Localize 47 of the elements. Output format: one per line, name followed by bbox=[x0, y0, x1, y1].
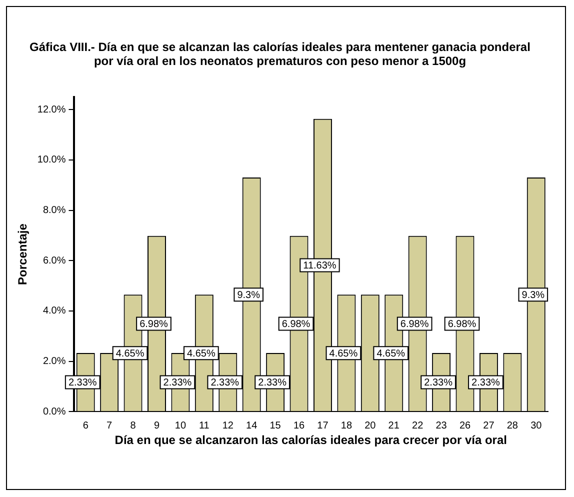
y-tick-label: 0.0% bbox=[42, 406, 66, 418]
y-tick-label: 6.0% bbox=[42, 255, 66, 266]
x-tick-label: 11 bbox=[198, 420, 210, 432]
y-tick-label: 10.0% bbox=[37, 154, 66, 166]
x-tick-label: 18 bbox=[340, 420, 352, 432]
x-tick-label: 9 bbox=[154, 420, 160, 432]
data-label: 6.98% bbox=[282, 319, 310, 330]
y-axis-title: Porcentaje bbox=[16, 223, 30, 285]
x-tick-label: 15 bbox=[270, 420, 282, 432]
data-label: 2.33% bbox=[68, 378, 97, 389]
x-tick-label: 23 bbox=[436, 420, 448, 432]
y-tick-label: 12.0% bbox=[37, 104, 66, 116]
x-tick-label: 17 bbox=[317, 420, 329, 432]
x-axis-title: Día en que se alcanzaron las calorías ideales para crecer por vía oral bbox=[114, 433, 507, 448]
data-label: 11.63% bbox=[303, 260, 336, 272]
x-tick-label: 22 bbox=[412, 420, 424, 432]
data-label: 4.65% bbox=[186, 348, 216, 360]
x-tick-label: 27 bbox=[483, 420, 495, 432]
x-tick-label: 10 bbox=[174, 420, 186, 432]
data-label: 2.33% bbox=[472, 378, 500, 389]
data-label: 6.98% bbox=[140, 319, 168, 330]
chart-title: Gáfica VIII.- Día en que se alcanzan las calorías ideales para mentener ganacia ponderal por vía oral en los neonatos prematuros con peso menor a 1500g bbox=[28, 40, 532, 68]
x-tick-label: 16 bbox=[293, 420, 306, 432]
data-label: 4.65% bbox=[376, 348, 406, 360]
x-tick-label: 6 bbox=[82, 420, 89, 432]
x-tick-label: 30 bbox=[530, 420, 542, 432]
x-tick-label: 28 bbox=[506, 420, 518, 432]
data-label: 4.65% bbox=[329, 348, 358, 360]
y-tick-label: 2.0% bbox=[42, 356, 66, 368]
data-label: 2.33% bbox=[258, 378, 287, 389]
x-tick-label: 14 bbox=[246, 420, 258, 432]
data-label: 6.98% bbox=[400, 319, 429, 330]
data-label: 9.3% bbox=[237, 290, 260, 301]
x-tick-label: 12 bbox=[222, 420, 234, 432]
data-label: 4.65% bbox=[116, 348, 144, 360]
data-label: 2.33% bbox=[163, 378, 192, 389]
y-tick-label: 4.0% bbox=[42, 306, 66, 317]
x-tick-label: 8 bbox=[130, 420, 136, 432]
data-label: 9.3% bbox=[522, 290, 545, 301]
x-tick-label: 20 bbox=[364, 420, 376, 432]
y-tick-label: 8.0% bbox=[42, 205, 66, 216]
x-tick-label: 21 bbox=[388, 420, 400, 432]
x-tick-label: 26 bbox=[459, 420, 472, 432]
data-label: 6.98% bbox=[448, 319, 476, 330]
data-label: 2.33% bbox=[210, 378, 240, 389]
data-label: 2.33% bbox=[424, 378, 453, 389]
x-tick-label: 7 bbox=[106, 420, 113, 432]
